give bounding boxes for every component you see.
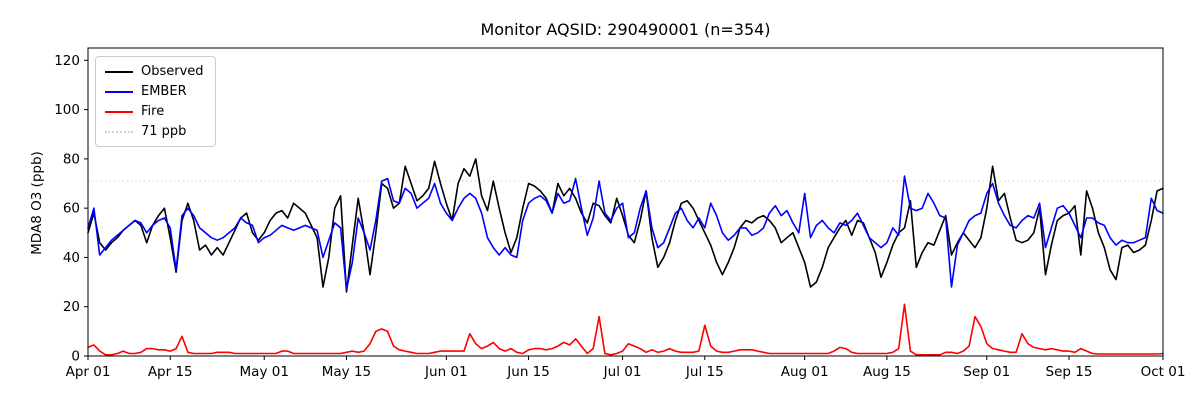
y-tick-label: 80 <box>63 151 80 167</box>
legend-label: EMBER <box>141 84 187 99</box>
plot-frame <box>87 47 1164 357</box>
legend-label: Fire <box>141 104 165 119</box>
x-tick-label: May 01 <box>240 364 289 380</box>
legend-item-threshold: 71 ppb <box>105 123 204 140</box>
x-tick-label: Aug 01 <box>781 364 829 380</box>
legend: Observed EMBER Fire 71 ppb <box>95 56 216 147</box>
y-tick-label: 0 <box>71 349 80 365</box>
series-line-ember <box>87 175 1164 291</box>
y-tick-label: 60 <box>63 201 80 217</box>
legend-label: 71 ppb <box>141 124 187 139</box>
x-tick-label: Oct 01 <box>1141 364 1186 380</box>
y-tick-label: 20 <box>63 299 80 315</box>
x-tick-label: Apr 01 <box>66 364 111 380</box>
x-tick-label: Jul 01 <box>603 364 642 380</box>
x-tick-label: Sep 01 <box>963 364 1010 380</box>
ember-line-swatch <box>105 90 133 93</box>
legend-label: Observed <box>141 64 204 79</box>
x-tick-label: Jun 15 <box>506 364 550 380</box>
x-tick-label: May 15 <box>322 364 371 380</box>
series-line-observed <box>87 158 1164 293</box>
y-tick-label: 40 <box>63 250 80 266</box>
x-tick-label: Jul 15 <box>685 364 724 380</box>
legend-item-observed: Observed <box>105 63 204 80</box>
observed-line-swatch <box>105 70 133 73</box>
chart-title: Monitor AQSID: 290490001 (n=354) <box>480 20 771 39</box>
y-axis-label: MDA8 O3 (ppb) <box>29 151 45 255</box>
fire-line-swatch <box>105 110 133 113</box>
x-tick-label: Aug 15 <box>863 364 911 380</box>
y-tick-label: 120 <box>54 53 80 69</box>
series-line-fire <box>87 303 1164 356</box>
y-tick-label: 100 <box>54 102 80 118</box>
x-tick-label: Jun 01 <box>424 364 468 380</box>
x-tick-label: Sep 15 <box>1046 364 1093 380</box>
legend-item-ember: EMBER <box>105 83 204 100</box>
legend-item-fire: Fire <box>105 103 204 120</box>
threshold-line-swatch <box>105 130 133 133</box>
x-tick-label: Apr 15 <box>148 364 193 380</box>
